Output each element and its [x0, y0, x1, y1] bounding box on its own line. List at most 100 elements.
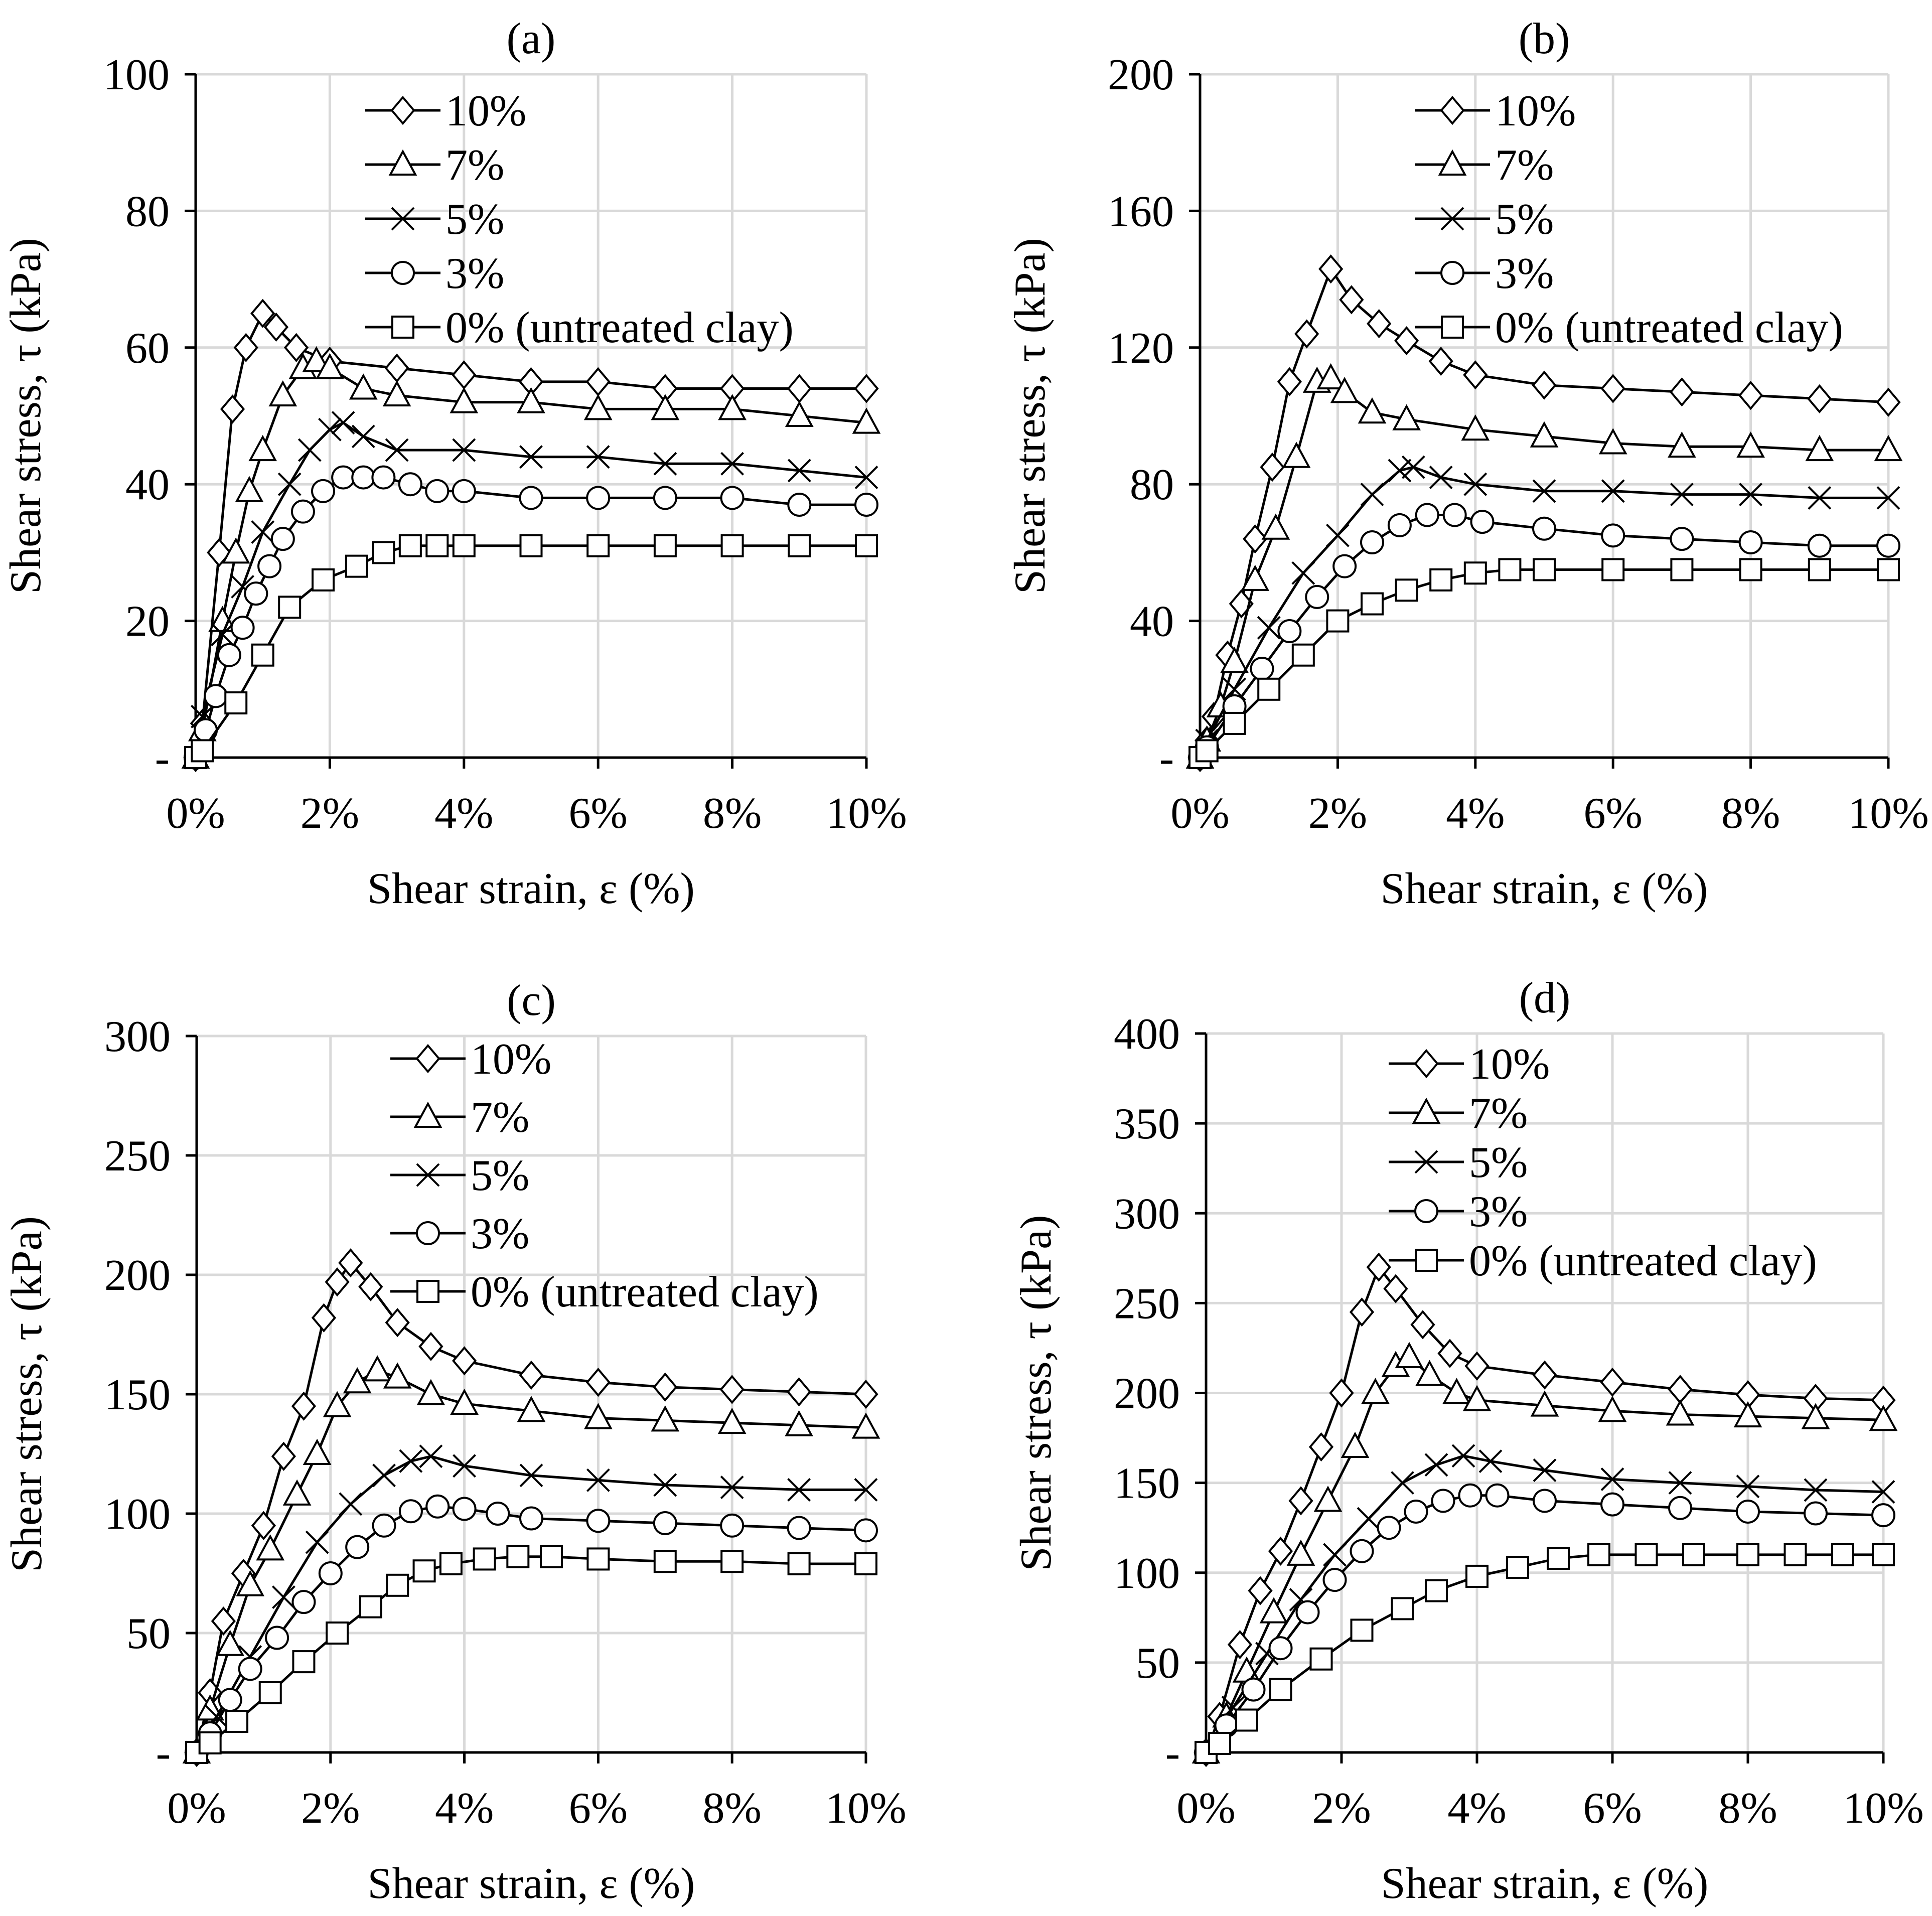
data-point [196, 1694, 225, 1721]
data-point [1437, 1339, 1462, 1368]
data-point [236, 1570, 265, 1596]
y-tick-label: 100 [104, 1490, 171, 1539]
data-point [1465, 1564, 1489, 1588]
y-tick-label: 350 [1114, 1100, 1180, 1148]
y-tick-label: 150 [1114, 1459, 1180, 1508]
x-tick-label: 8% [703, 789, 762, 838]
data-point [416, 1379, 445, 1405]
data-point [345, 1535, 370, 1559]
data-point [1250, 656, 1274, 681]
data-point [1350, 1618, 1374, 1642]
data-point [1831, 1543, 1854, 1566]
y-tick-label: 150 [104, 1371, 171, 1419]
legend-marker [391, 207, 415, 231]
data-point [585, 1368, 611, 1397]
data-point [351, 424, 375, 449]
data-point [452, 479, 476, 503]
data-point [224, 691, 248, 715]
data-point [717, 1407, 747, 1434]
legend-label: 5% [1469, 1138, 1528, 1187]
series-3 [1194, 1483, 1895, 1764]
data-point [291, 1590, 316, 1614]
data-point [473, 1547, 496, 1571]
data-point [204, 684, 228, 708]
legend-marker [413, 1101, 442, 1128]
legend-label: 7% [471, 1093, 529, 1142]
y-axis-title: Shear stress, τ (kPa) [1006, 238, 1055, 594]
legend-item: 3% [1389, 1188, 1528, 1236]
data-point [1784, 1543, 1807, 1566]
data-point [363, 1355, 392, 1382]
data-point [323, 1391, 352, 1417]
legend-item: 7% [1415, 141, 1554, 190]
y-tick-label: 20 [125, 598, 170, 646]
legend-marker [391, 316, 414, 339]
data-point [1442, 503, 1467, 527]
data-point [1341, 1431, 1370, 1458]
data-point [1451, 1444, 1475, 1468]
data-point [586, 445, 610, 469]
data-point [251, 643, 274, 667]
y-tick-label: - [156, 1729, 171, 1778]
data-point [787, 493, 812, 517]
data-point [425, 479, 450, 503]
legend-item: 10% [390, 1035, 551, 1084]
data-point [1395, 1342, 1424, 1368]
data-point [1367, 309, 1392, 339]
legend: 10%7%5%3%0% (untreated clay) [1389, 1040, 1817, 1285]
legend-label: 5% [445, 195, 504, 244]
legend-item: 10% [1389, 1040, 1550, 1089]
legend-item: 7% [390, 1093, 529, 1142]
legend-label: 10% [1469, 1040, 1550, 1089]
y-axis-title: Shear stress, τ (kPa) [1012, 1215, 1061, 1571]
data-point [217, 643, 241, 667]
series-2 [1188, 455, 1900, 770]
data-point [720, 486, 745, 510]
data-point [218, 1688, 242, 1712]
data-point [1530, 421, 1559, 448]
data-point [290, 499, 315, 524]
legend-item: 7% [1389, 1089, 1528, 1138]
data-point [452, 438, 476, 462]
data-point [1261, 513, 1290, 540]
x-tick-label: 0% [167, 1784, 226, 1833]
y-tick-label: - [155, 734, 170, 783]
data-point [1257, 677, 1281, 701]
data-point [1220, 647, 1249, 673]
data-point [1736, 1499, 1760, 1524]
data-point [1506, 1556, 1529, 1579]
series-1 [182, 1355, 880, 1763]
data-point [263, 312, 289, 342]
data-point [1461, 414, 1490, 441]
data-point [787, 1478, 811, 1502]
data-point [1401, 455, 1425, 479]
x-tick-label: 0% [1176, 1784, 1235, 1833]
data-point [1313, 1486, 1343, 1512]
data-point [250, 299, 275, 328]
data-point [854, 374, 879, 403]
series-1 [181, 346, 881, 769]
data-point [316, 353, 344, 379]
legend-marker [1412, 1097, 1441, 1124]
data-point [1442, 1378, 1471, 1404]
chart-title: (d) [1519, 974, 1571, 1022]
x-tick-label: 6% [1584, 789, 1643, 838]
series-line [195, 1505, 866, 1753]
y-tick-label: 200 [1108, 51, 1174, 99]
legend-label: 7% [1469, 1089, 1528, 1138]
data-point [1431, 1489, 1455, 1513]
x-tick-label: 2% [1312, 1784, 1371, 1833]
data-point [1666, 1399, 1695, 1426]
data-point [1395, 578, 1418, 602]
data-point [1498, 558, 1522, 581]
data-point [1804, 1501, 1828, 1526]
data-point [1358, 397, 1387, 424]
data-point [216, 1630, 245, 1656]
data-point [854, 493, 878, 517]
data-point [1807, 384, 1832, 414]
data-point [653, 452, 677, 476]
data-point [1394, 326, 1419, 356]
y-tick-label: 80 [1130, 461, 1174, 509]
data-point [517, 387, 545, 413]
data-point [359, 1595, 382, 1618]
